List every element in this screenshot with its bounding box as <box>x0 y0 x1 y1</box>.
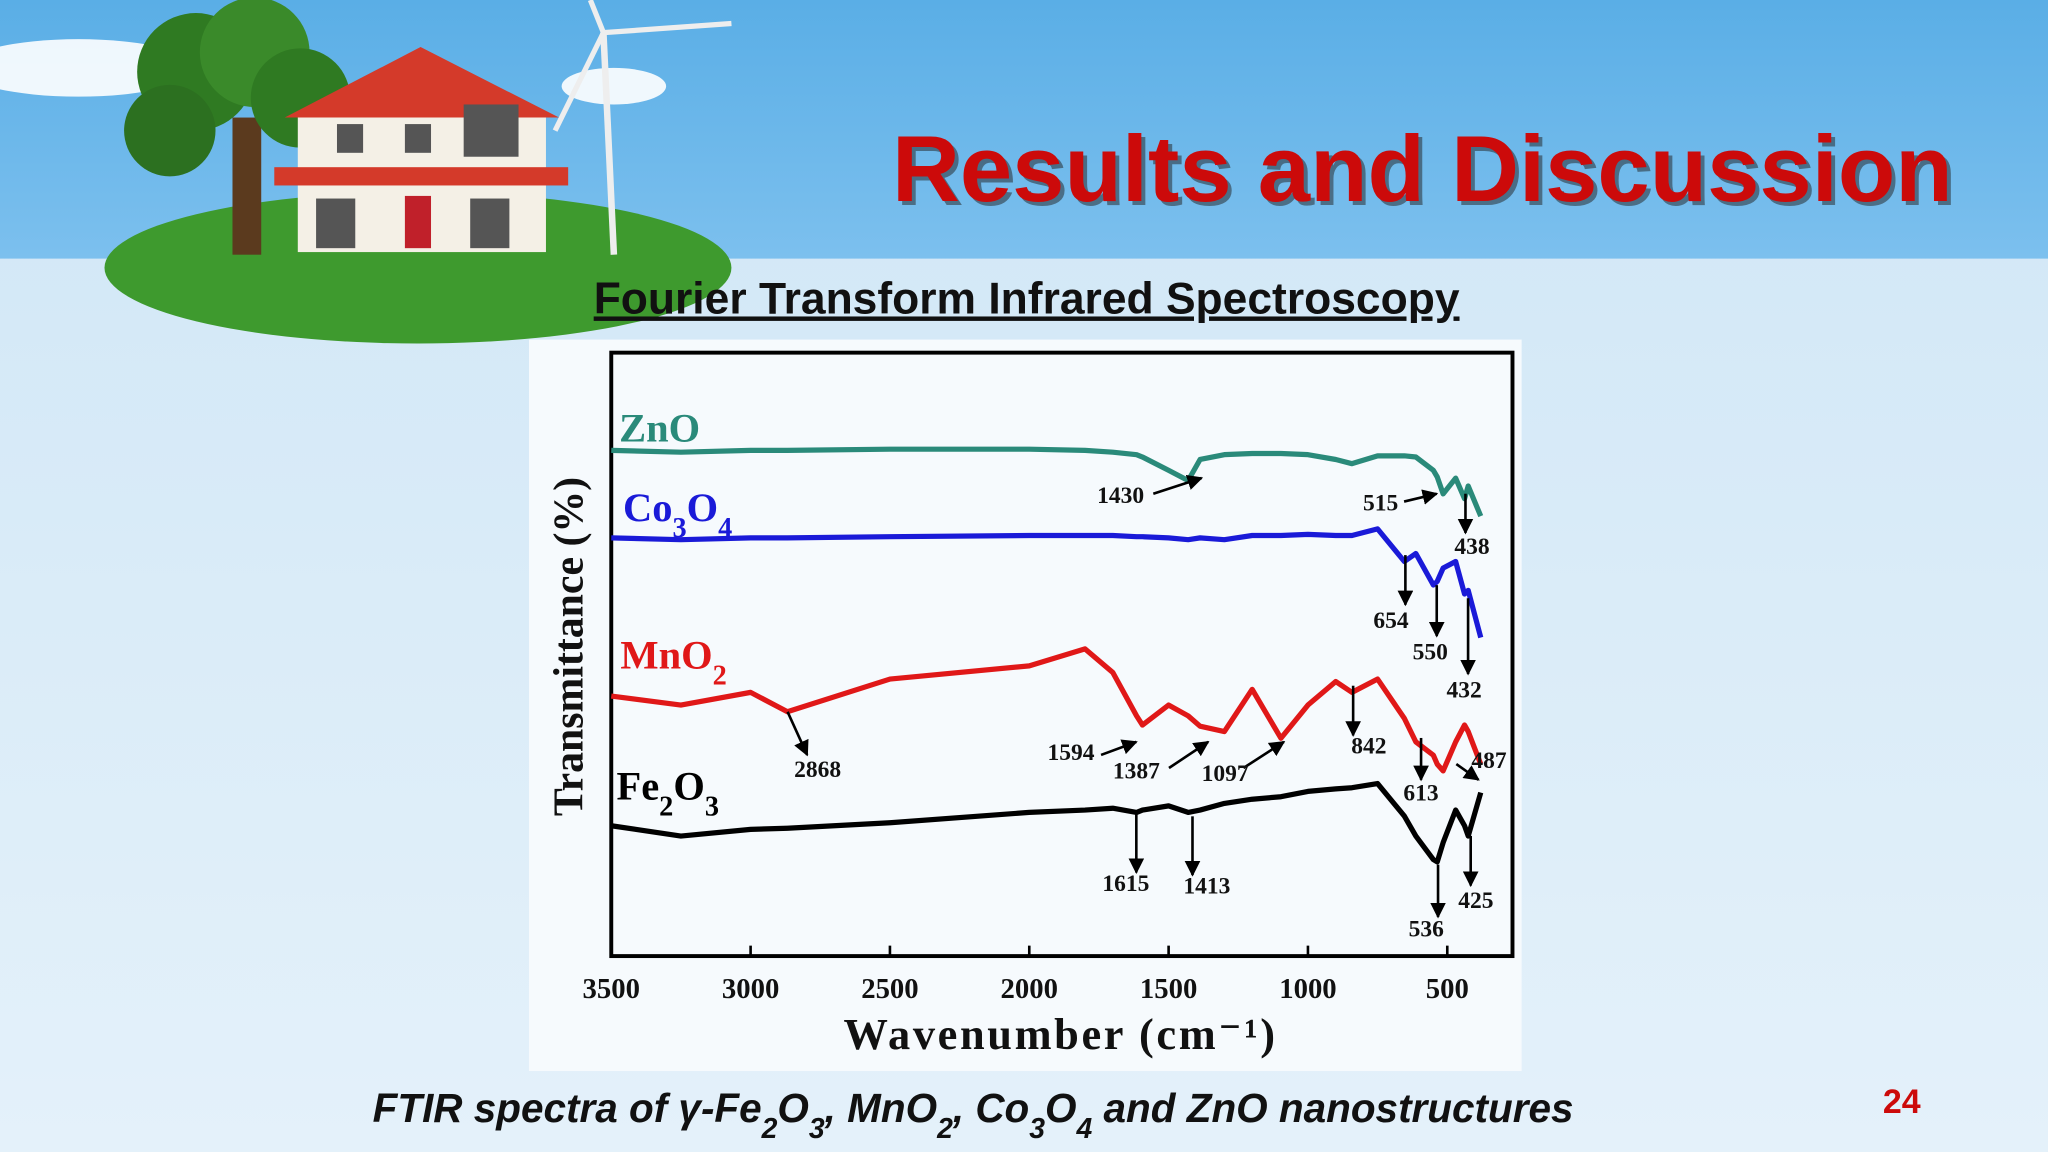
peak-label: 1615 <box>1102 871 1149 897</box>
peak-label: 550 <box>1413 640 1448 666</box>
x-tick-label: 2000 <box>1001 973 1058 1005</box>
series-label: ZnO <box>619 405 700 450</box>
spectrum-line <box>611 446 1484 518</box>
peak-label: 1387 <box>1113 758 1160 784</box>
peak-label: 438 <box>1454 534 1489 560</box>
x-tick-label: 1500 <box>1140 973 1197 1005</box>
x-tick-label: 500 <box>1426 973 1469 1005</box>
spectrum-line <box>610 646 1484 774</box>
peak-arrow <box>786 711 809 757</box>
peak-label: 1097 <box>1202 761 1249 787</box>
peak-label: 515 <box>1363 491 1398 517</box>
peak-label: 2868 <box>794 757 841 783</box>
y-axis-label: Transmittance (%) <box>547 477 593 816</box>
spectrum-line <box>610 780 1484 865</box>
series-label: Co3O4 <box>623 485 732 544</box>
peak-label: 654 <box>1373 608 1409 634</box>
peak-arrow <box>1242 740 1286 770</box>
peak-label: 842 <box>1351 734 1386 760</box>
x-tick-label: 3000 <box>722 973 779 1005</box>
plot-frame <box>609 350 1515 959</box>
peak-arrow <box>1403 489 1439 505</box>
spectrum-line <box>611 526 1484 639</box>
section-subtitle: Fourier Transform Infrared Spectroscopy <box>594 274 1460 323</box>
title-shadow: Results and Discussion <box>896 120 1957 225</box>
page-number: 24 <box>1883 1083 1921 1121</box>
peak-arrow <box>1100 739 1138 757</box>
x-tick-label: 1000 <box>1279 973 1336 1005</box>
peak-label: 536 <box>1409 916 1445 942</box>
peak-arrow <box>1455 763 1480 781</box>
peak-arrow <box>1168 740 1210 770</box>
peak-label: 432 <box>1447 677 1482 703</box>
peak-arrow <box>1152 474 1204 495</box>
peak-label: 613 <box>1403 781 1438 807</box>
peak-label: 1413 <box>1183 873 1230 899</box>
x-tick-label: 2500 <box>861 973 918 1005</box>
figure-caption: FTIR spectra of γ-Fe2O3, MnO2, Co3O4 and… <box>373 1085 1574 1145</box>
x-axis-label: Wavenumber (cm⁻¹) <box>843 1009 1277 1059</box>
series-label: MnO2 <box>620 633 726 692</box>
peak-label: 425 <box>1458 888 1493 914</box>
series-label: Fe2O3 <box>616 763 719 822</box>
header-illustration <box>0 0 732 344</box>
peak-label: 1594 <box>1048 740 1095 766</box>
peak-label: 487 <box>1471 748 1507 774</box>
peak-label: 1430 <box>1097 483 1144 509</box>
slide-title: Results and Discussion <box>892 116 1953 221</box>
x-tick-label: 3500 <box>583 973 640 1005</box>
